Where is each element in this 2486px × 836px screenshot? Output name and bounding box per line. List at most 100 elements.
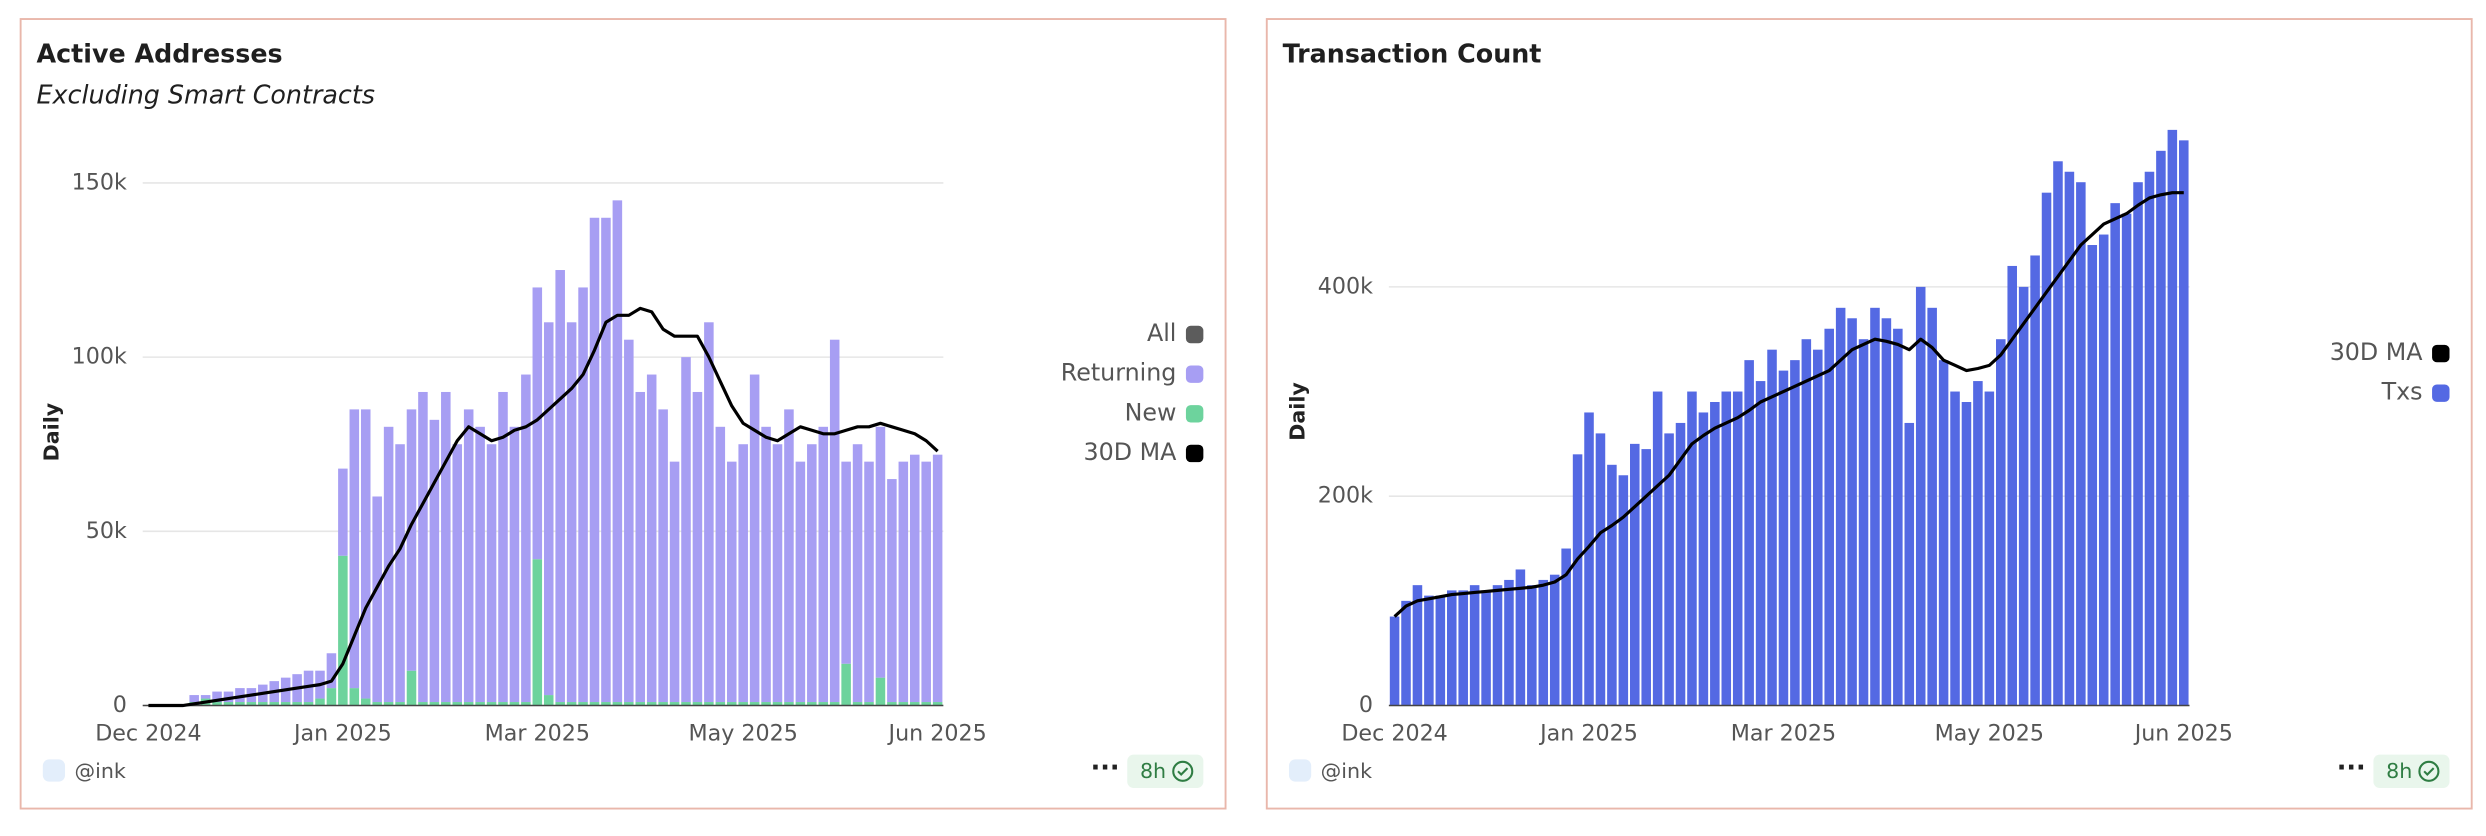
bar — [395, 702, 405, 706]
bar — [532, 559, 543, 706]
bar — [1790, 360, 1800, 706]
bar — [681, 357, 691, 703]
bar — [1858, 339, 1869, 706]
bar — [1630, 443, 1640, 706]
x-tick-label: Jan 2025 — [1538, 721, 1638, 747]
bar — [1813, 349, 1823, 706]
bar — [463, 409, 474, 703]
bar — [1561, 548, 1571, 706]
x-tick-label: Jun 2025 — [2133, 721, 2233, 747]
bar — [1847, 318, 1857, 706]
chart-card: Transaction Count 0 200k 400k Daily Dec 2024 J… — [1265, 18, 2473, 810]
legend-label: Txs — [2381, 378, 2423, 406]
bar — [200, 695, 211, 699]
bar — [475, 426, 485, 703]
bar — [1835, 307, 1846, 706]
bar — [898, 702, 909, 706]
bar — [1973, 381, 1983, 706]
bar — [486, 444, 497, 703]
bar — [2064, 171, 2075, 706]
bar — [761, 426, 771, 703]
x-tick-label: Mar 2025 — [1731, 721, 1836, 747]
bar — [372, 496, 382, 703]
bar — [1996, 339, 2006, 706]
legend-swatch — [1185, 325, 1204, 344]
legend-label: 30D MA — [1084, 438, 1178, 466]
bar — [932, 702, 943, 706]
bar — [521, 374, 531, 703]
bar — [852, 702, 863, 706]
bar — [566, 322, 577, 703]
bar — [1927, 307, 1937, 706]
bar — [761, 702, 771, 706]
x-tick-label: Jun 2025 — [887, 721, 987, 747]
x-tick-label: Mar 2025 — [485, 721, 590, 747]
bar — [1447, 590, 1457, 706]
legend-label: New — [1125, 398, 1177, 426]
bar — [349, 688, 360, 706]
bar — [338, 555, 348, 706]
badge-check — [1177, 767, 1189, 776]
bar — [726, 461, 737, 703]
bar — [463, 702, 474, 706]
bar — [624, 339, 634, 703]
bar — [795, 461, 806, 703]
bar — [772, 444, 783, 703]
bar — [2098, 234, 2109, 706]
bar — [2110, 203, 2120, 706]
y-axis-title: Daily — [39, 402, 63, 461]
bar — [1961, 402, 1972, 706]
bar — [1938, 360, 1949, 706]
bar — [749, 374, 760, 703]
bar — [1984, 391, 1995, 706]
bar — [486, 702, 497, 706]
bar — [441, 391, 451, 703]
footer-handle: @ink — [75, 759, 126, 783]
bar — [692, 702, 703, 706]
bar — [2167, 129, 2178, 706]
bar — [772, 702, 783, 706]
bar — [555, 270, 565, 703]
bar — [1584, 412, 1594, 706]
bar — [2121, 213, 2132, 706]
legend-swatch — [1185, 444, 1204, 463]
bar — [1824, 328, 1834, 706]
avatar-icon — [1288, 759, 1312, 782]
bar — [612, 200, 623, 703]
bar — [818, 426, 829, 703]
bar — [326, 653, 337, 689]
bar — [1401, 600, 1411, 706]
bar — [669, 461, 680, 703]
bar — [1641, 449, 1651, 706]
more-menu[interactable]: ··· — [2337, 752, 2366, 782]
bar — [2030, 255, 2040, 706]
y-tick-label: 150k — [72, 169, 127, 195]
bar — [875, 426, 886, 678]
bar — [1893, 328, 1903, 706]
more-menu[interactable]: ··· — [1091, 752, 1120, 782]
bar — [212, 691, 222, 703]
bar — [921, 702, 931, 706]
bar — [2179, 140, 2189, 706]
bar — [864, 461, 874, 703]
bar — [280, 702, 291, 706]
bar — [795, 702, 806, 706]
bar — [246, 702, 257, 706]
bar — [1870, 307, 1880, 706]
bar — [852, 444, 863, 703]
y-tick-label: 200k — [1318, 483, 1373, 509]
bar — [555, 702, 565, 706]
bar — [646, 702, 657, 706]
bar — [875, 677, 886, 706]
bar — [2018, 286, 2029, 706]
bar — [669, 702, 680, 706]
legend-label: 30D MA — [2330, 338, 2424, 366]
bar — [1607, 464, 1617, 706]
bar — [418, 702, 428, 706]
bar — [1527, 585, 1537, 706]
bar — [1778, 370, 1789, 706]
bar — [1481, 590, 1491, 706]
bar — [784, 409, 794, 703]
freshness-badge — [1127, 754, 1204, 788]
y-axis-title: Daily — [1285, 382, 1309, 441]
